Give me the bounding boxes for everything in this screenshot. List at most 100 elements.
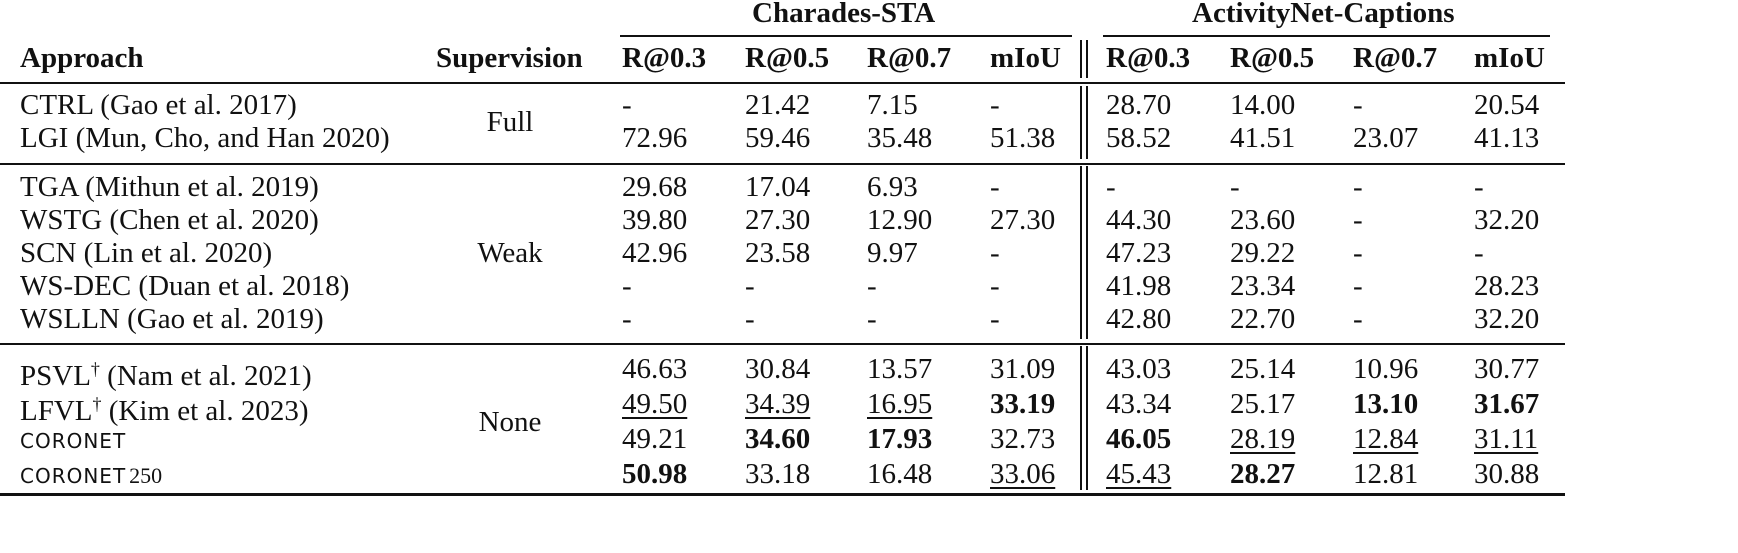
approach-text: LFVL [20, 395, 93, 427]
metric-value: - [1353, 204, 1363, 236]
column-separator [1080, 166, 1082, 339]
group-underline-charades [620, 35, 1072, 37]
metric-value: - [990, 303, 1000, 335]
column-separator [1086, 86, 1088, 159]
metric-value: - [1474, 237, 1484, 269]
metric-value: 27.30 [745, 204, 811, 236]
metric-value: 41.51 [1230, 122, 1296, 154]
metric-value: - [745, 270, 755, 302]
method-name-subscript: 250 [129, 463, 163, 488]
metric-value: 49.50 [622, 388, 688, 420]
dagger-mark: † [92, 394, 102, 414]
approach-text: CTRL (Gao et al. 2017) [20, 89, 297, 121]
column-header-metric: mIoU [990, 42, 1061, 74]
column-separator [1086, 346, 1088, 490]
metric-value: 41.98 [1106, 270, 1172, 302]
metric-value: 30.84 [745, 353, 811, 385]
approach-name: WSTG (Chen et al. 2020) [20, 203, 319, 237]
metric-value: 10.96 [1353, 353, 1419, 385]
approach-name: CORONET [20, 422, 126, 458]
metric-value: - [1353, 171, 1363, 203]
method-name-smallcaps: CORONET [20, 464, 127, 488]
metric-value: - [867, 270, 877, 302]
metric-value: 44.30 [1106, 204, 1172, 236]
metric-value: 6.93 [867, 171, 918, 203]
metric-value: 45.43 [1106, 458, 1172, 490]
approach-text: LGI (Mun, Cho, and Han 2020) [20, 122, 390, 154]
metric-value: 23.60 [1230, 204, 1296, 236]
metric-value: - [867, 303, 877, 335]
metric-value: 7.15 [867, 89, 918, 121]
supervision-label: None [478, 405, 542, 438]
metric-value: 23.34 [1230, 270, 1296, 302]
metric-value: 30.88 [1474, 458, 1540, 490]
metric-value: - [622, 89, 632, 121]
metric-value: - [1353, 89, 1363, 121]
metric-value: 32.73 [990, 423, 1056, 455]
approach-name: WS-DEC (Duan et al. 2018) [20, 269, 349, 303]
metric-value: 21.42 [745, 89, 811, 121]
metric-value: 31.67 [1474, 388, 1540, 420]
metric-value: 33.06 [990, 458, 1056, 490]
supervision-label: Full [486, 105, 534, 138]
metric-value: 43.34 [1106, 388, 1172, 420]
approach-name: CORONET 250 [20, 457, 162, 493]
approach-text: WSTG (Chen et al. 2020) [20, 204, 319, 236]
approach-citation: (Nam et al. 2021) [99, 360, 312, 392]
metric-value: 12.84 [1353, 423, 1419, 455]
method-name-smallcaps: CORONET [20, 429, 127, 453]
column-header-metric: R@0.3 [1106, 42, 1191, 74]
metric-value: 29.22 [1230, 237, 1296, 269]
metric-value: 16.48 [867, 458, 933, 490]
metric-value: - [622, 303, 632, 335]
metric-value: 31.09 [990, 353, 1056, 385]
column-header-metric: R@0.7 [867, 42, 952, 74]
metric-value: 42.96 [622, 237, 688, 269]
metric-value: 23.07 [1353, 122, 1419, 154]
group-header-charades: Charades-STA [752, 0, 936, 29]
metric-value: 33.19 [990, 388, 1056, 420]
approach-name: CTRL (Gao et al. 2017) [20, 88, 297, 122]
approach-name: TGA (Mithun et al. 2019) [20, 170, 319, 204]
metric-value: 23.58 [745, 237, 811, 269]
approach-name: WSLLN (Gao et al. 2019) [20, 302, 324, 336]
metric-value: 12.90 [867, 204, 933, 236]
metric-value: 39.80 [622, 204, 688, 236]
rule-group-full-bottom [0, 163, 1565, 165]
metric-value: 42.80 [1106, 303, 1172, 335]
column-separator [1080, 86, 1082, 159]
metric-value: 9.97 [867, 237, 918, 269]
metric-value: - [990, 171, 1000, 203]
group-header-activitynet: ActivityNet-Captions [1192, 0, 1455, 29]
metric-value: - [1353, 270, 1363, 302]
metric-value: 25.14 [1230, 353, 1296, 385]
metric-value: 28.70 [1106, 89, 1172, 121]
metric-value: 13.10 [1353, 388, 1419, 420]
metric-value: - [1474, 171, 1484, 203]
column-header-supervision: Supervision [436, 42, 583, 74]
metric-value: 29.68 [622, 171, 688, 203]
metric-value: 28.19 [1230, 423, 1296, 455]
metric-value: 28.27 [1230, 458, 1296, 490]
column-header-metric: R@0.7 [1353, 42, 1438, 74]
dagger-mark: † [90, 359, 100, 379]
column-header-metric: R@0.5 [745, 42, 830, 74]
metric-value: - [622, 270, 632, 302]
approach-name: SCN (Lin et al. 2020) [20, 236, 272, 270]
metric-value: 46.63 [622, 353, 688, 385]
column-header-approach: Approach [20, 42, 144, 74]
approach-text: SCN (Lin et al. 2020) [20, 237, 273, 269]
metric-value: 27.30 [990, 204, 1056, 236]
column-separator [1080, 40, 1082, 78]
supervision-label: Weak [477, 237, 543, 269]
metric-value: - [1106, 171, 1116, 203]
metric-value: 17.93 [867, 423, 933, 455]
column-header-metric: R@0.3 [622, 42, 707, 74]
metric-value: 41.13 [1474, 122, 1540, 154]
metric-value: - [1353, 303, 1363, 335]
metric-value: 59.46 [745, 122, 811, 154]
metric-value: 14.00 [1230, 89, 1296, 121]
column-separator [1086, 40, 1088, 78]
metric-value: 34.60 [745, 423, 811, 455]
metric-value: 51.38 [990, 122, 1056, 154]
